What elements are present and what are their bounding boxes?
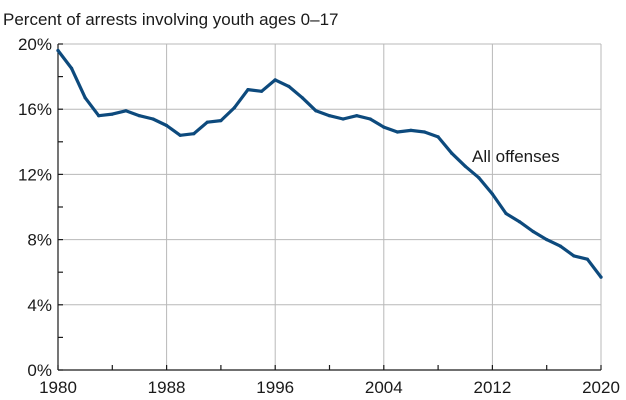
x-tick-label: 2020 [582,378,620,397]
x-tick-label: 2004 [365,378,403,397]
data-point-2002 [355,114,359,118]
data-point-2011 [477,176,481,180]
data-point-1985 [124,109,128,113]
data-point-1995 [260,89,264,93]
data-point-2019 [585,257,590,261]
data-point-2009 [450,151,454,155]
data-point-1981 [70,66,74,70]
chart-title: Percent of arrests involving youth ages … [3,10,338,29]
data-point-2012 [490,192,494,196]
y-tick-labels: 0% 4% 8% 12% 16% 20% [18,35,52,380]
data-point-2013 [504,211,508,216]
data-point-1988 [165,123,169,128]
data-point-2017 [558,244,562,248]
x-tick-label: 1988 [148,378,186,397]
data-point-1986 [137,114,141,118]
x-tick-labels: 1980 1988 1996 2004 2012 2020 [39,378,620,397]
y-tick-label: 12% [18,165,52,184]
data-point-1990 [192,132,196,136]
data-point-2004 [382,125,386,129]
data-point-1997 [287,84,291,88]
vertical-gridlines [166,44,602,370]
data-point-1999 [314,109,318,113]
data-point-1994 [246,88,250,92]
y-tick-label: 4% [27,296,52,315]
data-point-2010 [463,164,467,168]
data-point-1984 [110,112,114,116]
series-label-all-offenses: All offenses [472,147,560,166]
data-point-2015 [531,229,535,234]
data-point-2018 [572,254,576,258]
data-point-2005 [395,130,399,134]
data-point-2014 [517,220,522,224]
x-tick-label: 2012 [473,378,511,397]
data-point-1987 [151,117,155,121]
x-tick-label: 1980 [39,378,77,397]
horizontal-gridlines [58,43,601,306]
data-point-2003 [368,117,372,121]
y-tick-label: 8% [27,231,52,250]
data-point-1991 [205,120,209,124]
data-point-1992 [219,119,223,123]
data-point-1998 [300,96,304,100]
data-point-2006 [409,128,413,132]
y-tick-label: 16% [18,100,52,119]
data-point-2007 [422,130,427,134]
data-point-1982 [83,96,87,100]
data-point-1989 [178,133,182,137]
data-point-2000 [327,114,332,118]
data-point-2001 [341,117,345,121]
series-points [56,48,603,279]
data-point-1980 [56,48,60,53]
y-tick-label: 20% [18,35,52,54]
data-point-2020 [599,275,603,279]
data-point-2016 [545,238,549,242]
data-point-2008 [436,135,440,139]
data-point-1993 [232,106,237,110]
data-point-1983 [97,114,101,118]
minor-ticks [57,43,602,371]
x-tick-label: 1996 [256,378,294,397]
y-tick-label: 0% [27,361,52,380]
data-point-1996 [273,78,277,82]
